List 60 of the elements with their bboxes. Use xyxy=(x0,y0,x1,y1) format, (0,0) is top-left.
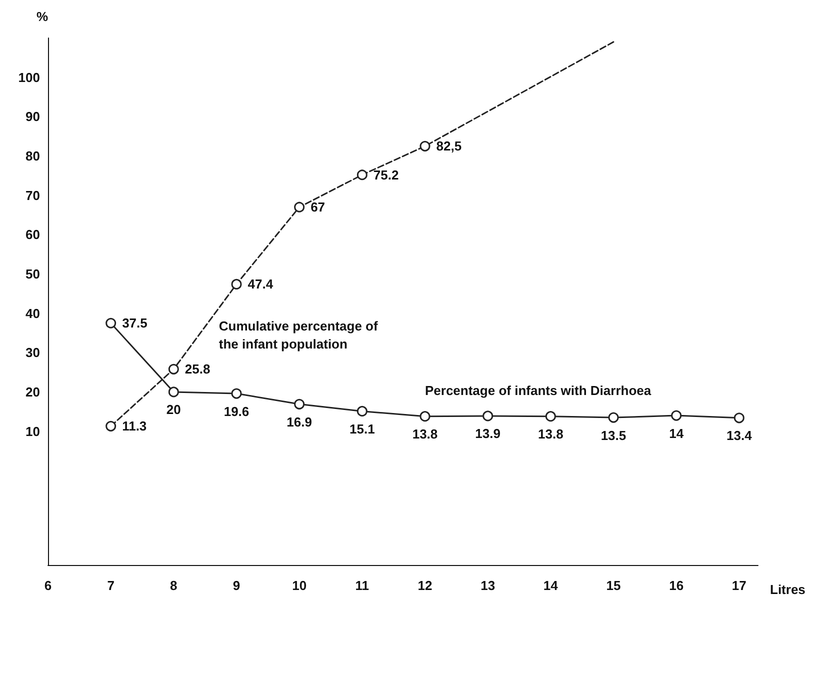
x-tick-label: 10 xyxy=(292,578,307,593)
series-label: Cumulative percentage of the infant population xyxy=(218,318,378,352)
point xyxy=(106,318,116,328)
y-axis-title: % xyxy=(36,9,48,24)
point xyxy=(420,140,430,152)
point xyxy=(420,411,430,422)
x-tick-label: 9 xyxy=(232,578,240,593)
data-label: 20 xyxy=(166,402,181,418)
data-label: 13.8 xyxy=(412,426,438,442)
point xyxy=(168,386,179,398)
x-tick-label: 14 xyxy=(543,578,559,593)
data-label: 11.3 xyxy=(122,418,147,434)
point xyxy=(231,388,242,399)
point xyxy=(734,412,744,424)
data-label: 19.6 xyxy=(224,404,250,419)
x-tick-label: 16 xyxy=(669,578,684,593)
data-label: 13.8 xyxy=(538,426,564,442)
data-label: 37.5 xyxy=(122,316,148,331)
data-label: 13.4 xyxy=(726,428,753,444)
y-tick-label: 10 xyxy=(26,424,40,439)
y-tick-label: 60 xyxy=(26,227,40,242)
data-label: 82,5 xyxy=(436,138,462,154)
point xyxy=(482,410,494,422)
point xyxy=(545,411,556,422)
data-label: 67 xyxy=(310,200,326,215)
point xyxy=(294,398,305,410)
y-tick-label: 90 xyxy=(26,109,40,124)
y-tick-label: 80 xyxy=(26,148,40,164)
data-label: 13.5 xyxy=(600,428,626,443)
series-label: Percentage of infants with Diarrhoea xyxy=(424,383,652,398)
point xyxy=(294,202,305,212)
data-label: 25.8 xyxy=(184,362,210,377)
point xyxy=(671,410,682,421)
x-tick-label: 13 xyxy=(480,578,496,593)
point xyxy=(168,364,179,374)
data-label: 14 xyxy=(669,426,684,441)
point xyxy=(356,170,368,180)
y-tick-label: 30 xyxy=(26,345,40,360)
y-tick-label: 50 xyxy=(26,266,40,282)
x-tick-label: 7 xyxy=(107,578,114,593)
x-tick-label: 11 xyxy=(355,578,370,593)
x-tick-label: 15 xyxy=(606,578,621,593)
data-label: 13.9 xyxy=(475,426,500,442)
data-label: 47.4 xyxy=(248,276,274,292)
data-label: 75.2 xyxy=(373,167,399,182)
point xyxy=(106,420,116,432)
x-tick-label: 6 xyxy=(44,578,52,593)
y-tick-label: 20 xyxy=(26,384,40,400)
data-label: 15.1 xyxy=(350,421,375,436)
point xyxy=(356,406,368,416)
y-tick-label: 70 xyxy=(26,188,40,203)
x-axis-title: Litres xyxy=(770,582,806,597)
x-tick-label: 17 xyxy=(732,578,746,593)
point xyxy=(231,278,242,290)
y-tick-label: 100 xyxy=(18,70,40,85)
data-label: 16.9 xyxy=(286,414,312,430)
x-tick-label: 12 xyxy=(418,578,432,593)
y-tick-label: 40 xyxy=(26,306,40,321)
point xyxy=(608,412,619,423)
x-tick-label: 8 xyxy=(170,578,178,593)
